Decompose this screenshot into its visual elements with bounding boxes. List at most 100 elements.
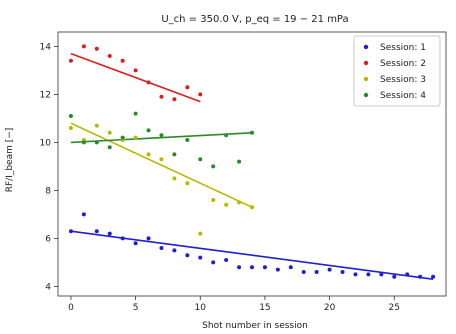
x-axis-label: Shot number in session <box>202 321 308 331</box>
point-session-1 <box>353 272 358 277</box>
point-session-3 <box>185 181 190 186</box>
point-session-1 <box>224 258 229 262</box>
point-session-1 <box>250 265 254 270</box>
point-session-1 <box>392 274 397 279</box>
point-session-3 <box>172 176 177 181</box>
y-tick-label: 6 <box>45 234 51 244</box>
point-session-4 <box>120 135 125 140</box>
data-points <box>68 44 436 279</box>
fit-line-session-3 <box>70 122 253 208</box>
point-session-1 <box>379 272 384 277</box>
point-session-1 <box>405 272 410 277</box>
point-session-2 <box>94 46 99 51</box>
y-tick-label: 10 <box>40 138 52 148</box>
y-tick-label: 12 <box>40 90 51 100</box>
point-session-3 <box>237 200 242 205</box>
point-session-2 <box>185 85 190 90</box>
legend-label: Session: 2 <box>380 59 426 69</box>
point-session-4 <box>172 152 177 157</box>
legend-marker <box>363 60 369 66</box>
point-session-2 <box>172 97 177 102</box>
point-session-4 <box>133 111 138 116</box>
point-session-3 <box>107 130 112 135</box>
point-session-1 <box>262 265 267 270</box>
point-session-4 <box>211 164 216 169</box>
point-session-1 <box>146 236 151 241</box>
point-session-1 <box>366 272 371 277</box>
point-session-1 <box>120 236 125 241</box>
point-session-3 <box>146 152 151 157</box>
y-tick-label: 8 <box>45 186 51 196</box>
x-tick-label: 20 <box>324 303 336 313</box>
point-session-4 <box>81 140 86 145</box>
point-session-1 <box>418 274 423 279</box>
point-session-3 <box>159 157 164 162</box>
point-session-1 <box>327 267 332 272</box>
point-session-1 <box>68 229 73 234</box>
y-tick-label: 4 <box>45 282 51 292</box>
point-session-4 <box>107 145 112 150</box>
point-session-1 <box>198 255 203 260</box>
point-session-3 <box>250 205 254 210</box>
point-session-4 <box>146 128 151 133</box>
chart-title: U_ch = 350.0 V, p_eq = 19 − 21 mPa <box>161 14 348 25</box>
point-session-2 <box>159 94 164 99</box>
point-session-1 <box>237 265 242 270</box>
fit-line-session-2 <box>70 52 201 103</box>
point-session-2 <box>68 58 73 63</box>
point-session-2 <box>107 54 112 58</box>
point-session-1 <box>159 246 164 250</box>
point-session-4 <box>237 159 242 164</box>
point-session-4 <box>68 114 73 118</box>
point-session-3 <box>94 123 99 128</box>
y-axis-label: RF/I_beam [−] <box>5 128 15 193</box>
x-axis: 0 5 10 15 20 25 <box>68 296 400 313</box>
point-session-3 <box>224 202 229 207</box>
point-session-4 <box>224 133 229 138</box>
point-session-1 <box>81 212 86 217</box>
fit-lines <box>70 52 434 280</box>
legend-label: Session: 4 <box>380 91 426 101</box>
point-session-1 <box>211 260 216 265</box>
legend-label: Session: 1 <box>380 43 426 53</box>
point-session-1 <box>314 270 319 274</box>
point-session-3 <box>211 198 216 202</box>
legend-box <box>353 35 441 107</box>
point-session-2 <box>198 92 203 97</box>
legend: Session: 1 Session: 2 Session: 3 Session: 4 <box>353 35 441 107</box>
point-session-3 <box>68 126 73 130</box>
plot-area <box>57 31 447 297</box>
point-session-1 <box>275 267 280 272</box>
x-tick-label: 0 <box>68 303 74 313</box>
point-session-1 <box>133 241 138 246</box>
point-session-4 <box>159 133 164 138</box>
point-session-2 <box>133 68 138 73</box>
point-session-1 <box>94 229 99 234</box>
legend-label: Session: 3 <box>380 75 426 85</box>
point-session-2 <box>120 58 125 63</box>
fit-line-session-4 <box>70 132 253 144</box>
x-tick-label: 25 <box>389 303 400 313</box>
y-axis: 4 6 8 10 12 14 <box>40 42 58 292</box>
x-tick-label: 15 <box>259 303 270 313</box>
point-session-1 <box>288 265 293 270</box>
y-tick-label: 14 <box>40 42 52 52</box>
point-session-1 <box>107 231 112 236</box>
point-session-4 <box>250 130 254 135</box>
legend-marker <box>363 76 369 82</box>
point-session-1 <box>185 253 190 258</box>
plot-border <box>57 31 447 297</box>
point-session-4 <box>94 140 99 145</box>
point-session-2 <box>146 80 151 85</box>
fit-line-session-1 <box>70 230 434 280</box>
legend-marker <box>363 92 369 98</box>
point-session-2 <box>81 44 86 49</box>
x-tick-label: 10 <box>195 303 207 313</box>
point-session-3 <box>198 231 203 236</box>
x-tick-label: 5 <box>133 303 139 313</box>
point-session-1 <box>431 274 436 279</box>
point-session-1 <box>340 270 345 274</box>
legend-marker <box>363 44 369 50</box>
point-session-4 <box>185 138 190 142</box>
